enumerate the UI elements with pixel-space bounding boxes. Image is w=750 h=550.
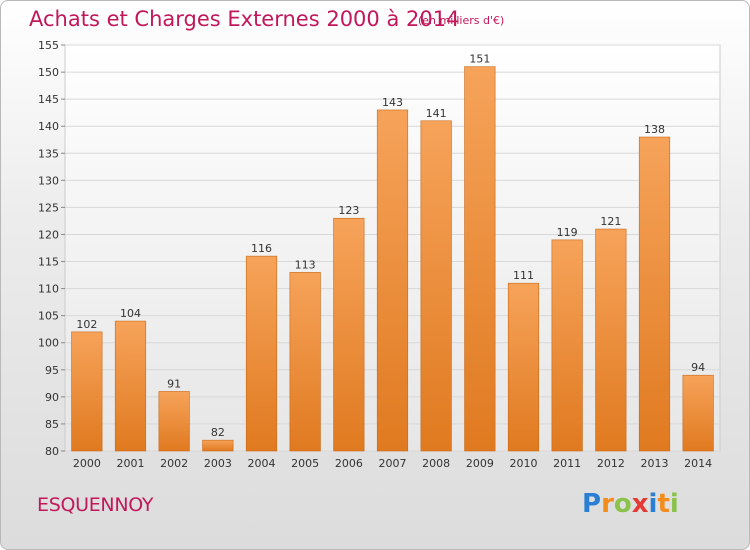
- value-label-2003: 82: [211, 426, 225, 439]
- value-label-2004: 116: [251, 242, 272, 255]
- y-tick-label: 95: [45, 364, 59, 377]
- value-label-2007: 143: [382, 96, 403, 109]
- x-tick-label: 2005: [291, 457, 319, 470]
- value-label-2000: 102: [76, 318, 97, 331]
- y-axis: 80 85 90 95 100 105 110 115 120 125 130 135 140 145 15…: [38, 39, 65, 458]
- logo-letter: i: [669, 489, 679, 519]
- y-tick-label: 115: [38, 256, 59, 269]
- value-label-2006: 123: [338, 204, 359, 217]
- bar-2000: [71, 331, 103, 452]
- y-tick-label: 150: [38, 66, 59, 79]
- y-tick-label: 135: [38, 147, 59, 160]
- chart-title: Achats et Charges Externes 2000 à 2014: [29, 7, 460, 31]
- y-tick-label: 80: [45, 445, 59, 458]
- logo-letter: o: [613, 489, 632, 519]
- place-name: ESQUENNOY: [37, 494, 154, 516]
- bar-2001: [114, 320, 147, 452]
- bar-2002: [158, 391, 190, 452]
- y-tick-label: 100: [38, 337, 59, 350]
- value-label-2001: 104: [120, 307, 141, 320]
- value-label-2005: 113: [295, 258, 316, 271]
- x-tick-label: 2000: [73, 457, 101, 470]
- y-tick-label: 120: [38, 228, 59, 241]
- bar-2006: [333, 217, 365, 452]
- logo-letter: x: [631, 489, 649, 519]
- x-tick-label: 2014: [684, 457, 712, 470]
- x-tick-label: 2007: [379, 457, 407, 470]
- y-tick-label: 125: [38, 201, 59, 214]
- bar-2012: [595, 228, 627, 452]
- x-tick-label: 2011: [553, 457, 581, 470]
- bar-2011: [551, 239, 583, 452]
- y-tick-label: 85: [45, 418, 59, 431]
- x-tick-label: 2012: [597, 457, 625, 470]
- value-label-2009: 151: [469, 53, 490, 66]
- x-tick-label: 2004: [248, 457, 276, 470]
- value-label-2010: 111: [513, 269, 534, 282]
- x-tick-label: 2010: [510, 457, 538, 470]
- bar-2009: [464, 66, 496, 452]
- bar-2003: [202, 439, 234, 452]
- y-tick-label: 140: [38, 120, 59, 133]
- value-label-2014: 94: [691, 361, 705, 374]
- bar-2014: [682, 374, 714, 452]
- bar-2010: [507, 282, 540, 452]
- x-tick-label: 2013: [641, 457, 669, 470]
- proxiti-logo: Proxiti: [582, 489, 679, 519]
- bar-2007: [376, 109, 409, 452]
- y-tick-label: 110: [38, 283, 59, 296]
- value-label-2002: 91: [167, 377, 181, 390]
- value-label-2012: 121: [600, 215, 621, 228]
- x-tick-label: 2003: [204, 457, 232, 470]
- logo-letter: r: [601, 489, 614, 519]
- y-tick-label: 145: [38, 93, 59, 106]
- bar-2013: [638, 136, 671, 452]
- y-tick-label: 90: [45, 391, 59, 404]
- logo-letter: t: [657, 489, 670, 519]
- x-tick-label: 2001: [117, 457, 145, 470]
- x-tick-label: 2006: [335, 457, 363, 470]
- y-tick-label: 155: [38, 39, 59, 52]
- value-label-2011: 119: [557, 226, 578, 239]
- value-label-2008: 141: [426, 107, 447, 120]
- x-axis: 2000 2001 2002 2003 2004 2005 2006 2007 2008 2009…: [73, 457, 712, 470]
- x-tick-label: 2008: [422, 457, 450, 470]
- value-label-2013: 138: [644, 123, 665, 136]
- chart-subtitle: (en milliers d'€): [418, 14, 505, 27]
- bar-2008: [420, 120, 452, 452]
- y-tick-label: 130: [38, 174, 59, 187]
- bars: 102 104 91 82 116 113 123 143 141 151 111 119 121 138…: [71, 53, 714, 452]
- x-tick-label: 2009: [466, 457, 494, 470]
- bar-2005: [289, 272, 321, 452]
- logo-letter: i: [648, 489, 658, 519]
- y-tick-label: 105: [38, 310, 59, 323]
- bar-2004: [245, 255, 278, 452]
- x-tick-label: 2002: [160, 457, 188, 470]
- logo-letter: P: [582, 489, 602, 519]
